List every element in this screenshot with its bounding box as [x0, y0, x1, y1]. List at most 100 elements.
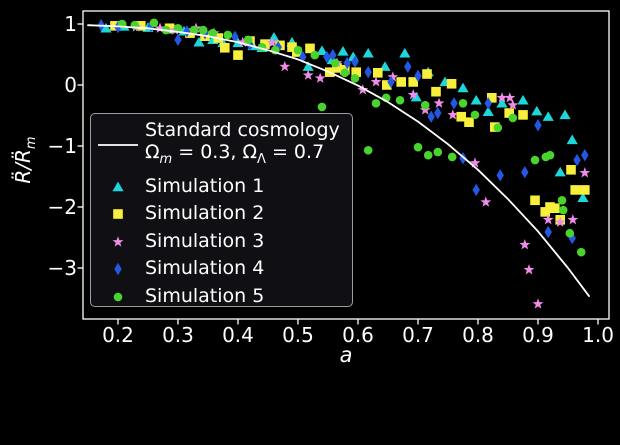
scatter-point [518, 110, 528, 120]
y-tick-label: −1 [47, 133, 77, 158]
scatter-point [219, 42, 230, 53]
scatter-point [517, 94, 529, 105]
legend: Standard cosmology Ωm = 0.3, ΩΛ = 0.7 Si… [90, 113, 353, 307]
scatter-point [458, 98, 468, 108]
scatter-point [534, 119, 542, 132]
scatter-point [396, 77, 407, 87]
scatter-point [371, 98, 381, 108]
series-simulation-5 [117, 18, 586, 257]
scatter-point [135, 21, 146, 31]
circle-icon [91, 289, 145, 305]
scatter-point [519, 239, 531, 250]
scatter-point [387, 75, 395, 89]
x-tick-label: 1.0 [582, 323, 614, 347]
scatter-point [112, 235, 124, 247]
scatter-point [310, 50, 320, 60]
scatter-point [554, 216, 566, 227]
scatter-point [351, 55, 359, 69]
scatter-point [581, 148, 589, 162]
y-tick-label: 1 [64, 11, 77, 36]
scatter-point [565, 228, 575, 238]
scatter-point [243, 35, 253, 45]
scatter-point [279, 60, 291, 72]
plot-spines [82, 10, 610, 320]
scatter-point [302, 69, 314, 80]
scatter-point [332, 63, 342, 73]
scatter-point [470, 94, 482, 105]
y-tick-label: −3 [47, 256, 77, 280]
scatter-point [364, 65, 372, 79]
y-label-numerator: R̈ [11, 169, 35, 184]
scatter-point [410, 91, 422, 102]
x-tick-label: 0.2 [102, 323, 134, 347]
scatter-point [446, 78, 457, 89]
scatter-point [114, 262, 122, 276]
legend-item-label: Simulation 1 [145, 174, 265, 197]
scatter-point [299, 50, 307, 64]
square-icon [91, 206, 145, 222]
scatter-point [469, 157, 481, 168]
scatter-point [407, 89, 419, 100]
scatter-point [482, 106, 494, 117]
legend-item-label: Simulation 2 [145, 202, 265, 225]
scatter-point [223, 30, 233, 40]
y-tick-label: 0 [64, 72, 77, 97]
scatter-point [456, 111, 467, 122]
scatter-point [579, 167, 591, 178]
scatter-point [305, 43, 315, 54]
scatter-point [404, 60, 412, 73]
legend-entry-standard-cosmology: Standard cosmology Ωm = 0.3, ΩΛ = 0.7 [91, 119, 352, 171]
scatter-point [567, 214, 579, 225]
scatter-point [523, 264, 535, 275]
x-tick-label: 0.8 [462, 323, 494, 347]
scatter-point [237, 36, 249, 47]
scatter-point [414, 69, 422, 83]
scatter-point [530, 155, 540, 165]
scatter-point [487, 93, 497, 103]
scatter-point [357, 84, 369, 95]
y-axis-label: R̈/R̈m [11, 105, 39, 215]
scatter-point [496, 97, 508, 108]
legend-entry-simulation-1: Simulation 1 [91, 173, 352, 201]
scatter-point [314, 72, 326, 83]
scatter-point [504, 108, 515, 118]
scatter-point [173, 23, 183, 33]
scatter-point [316, 45, 328, 56]
scatter-point [470, 110, 480, 120]
scatter-point [504, 92, 516, 103]
scatter-point [293, 45, 303, 55]
scatter-point [496, 92, 508, 103]
scatter-point [447, 109, 459, 120]
triangle-up-icon [91, 179, 145, 195]
scatter-point [450, 97, 458, 110]
legend-entry-simulation-5: Simulation 5 [91, 283, 352, 311]
scatter-point [496, 169, 504, 182]
diamond-thin-icon [91, 261, 145, 277]
scatter-point [189, 25, 199, 35]
scatter-point [317, 102, 327, 112]
scatter-point [112, 181, 124, 191]
scatter-point [423, 150, 433, 160]
legend-entry-simulation-2: Simulation 2 [91, 200, 352, 228]
scatter-point [362, 47, 374, 58]
scatter-point [231, 30, 239, 44]
scatter-point [521, 166, 529, 179]
scatter-point [480, 196, 492, 207]
standard-cosmology-line-icon [98, 143, 138, 146]
legend-cosmology-label-line2: Ωm = 0.3, ΩΛ = 0.7 [145, 141, 325, 167]
scatter-point [100, 22, 112, 33]
scatter-point [233, 50, 243, 60]
scatter-point [530, 195, 540, 206]
scatter-point [427, 110, 435, 123]
scatter-point [387, 71, 399, 82]
scatter-point [193, 36, 205, 47]
scatter-point [370, 76, 382, 87]
scatter-point [340, 68, 350, 78]
scatter-point [558, 205, 568, 215]
x-tick-label: 0.9 [522, 323, 554, 347]
legend-item-label: Simulation 3 [145, 229, 265, 252]
legend-line-sample [91, 140, 145, 150]
legend-cosmology-label-line1: Standard cosmology [145, 119, 340, 141]
legend-cosmology-label: Standard cosmology Ωm = 0.3, ΩΛ = 0.7 [145, 119, 340, 171]
